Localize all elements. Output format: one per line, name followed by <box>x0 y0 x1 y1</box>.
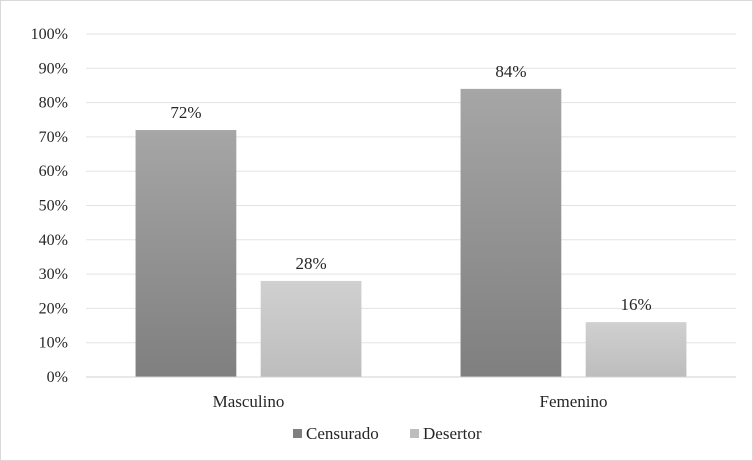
y-tick-label: 80% <box>39 95 68 112</box>
bar-censurado-masculino <box>135 130 237 377</box>
bar-desertor-femenino <box>585 322 687 377</box>
y-tick-label: 50% <box>39 198 68 215</box>
bars <box>135 88 687 377</box>
y-tick-label: 30% <box>39 266 68 283</box>
y-tick-label: 60% <box>39 163 68 180</box>
y-tick-label: 20% <box>39 300 68 317</box>
bar-censurado-femenino <box>460 88 562 377</box>
y-tick-label: 90% <box>39 60 68 77</box>
data-label: 28% <box>295 254 326 273</box>
legend-label: Desertor <box>423 424 482 443</box>
y-tick-label: 40% <box>39 232 68 249</box>
y-tick-label: 10% <box>39 335 68 352</box>
legend-swatch <box>410 429 419 438</box>
x-category-label: Masculino <box>213 392 285 411</box>
legend-swatch <box>293 429 302 438</box>
data-labels: 72% 28% 84% 16% <box>170 62 651 314</box>
legend: Censurado Desertor <box>293 424 482 443</box>
legend-label: Censurado <box>306 424 379 443</box>
data-label: 72% <box>170 103 201 122</box>
data-label: 16% <box>620 295 651 314</box>
x-category-label: Femenino <box>540 392 608 411</box>
y-tick-label: 100% <box>31 26 68 43</box>
x-axis-categories: Masculino Femenino <box>213 392 608 411</box>
bar-desertor-masculino <box>260 280 362 377</box>
data-label: 84% <box>495 62 526 81</box>
y-axis-ticks: 0% 10% 20% 30% 40% 50% 60% 70% 80% 90% 100% <box>31 26 68 386</box>
y-tick-label: 70% <box>39 129 68 146</box>
y-tick-label: 0% <box>47 369 68 386</box>
